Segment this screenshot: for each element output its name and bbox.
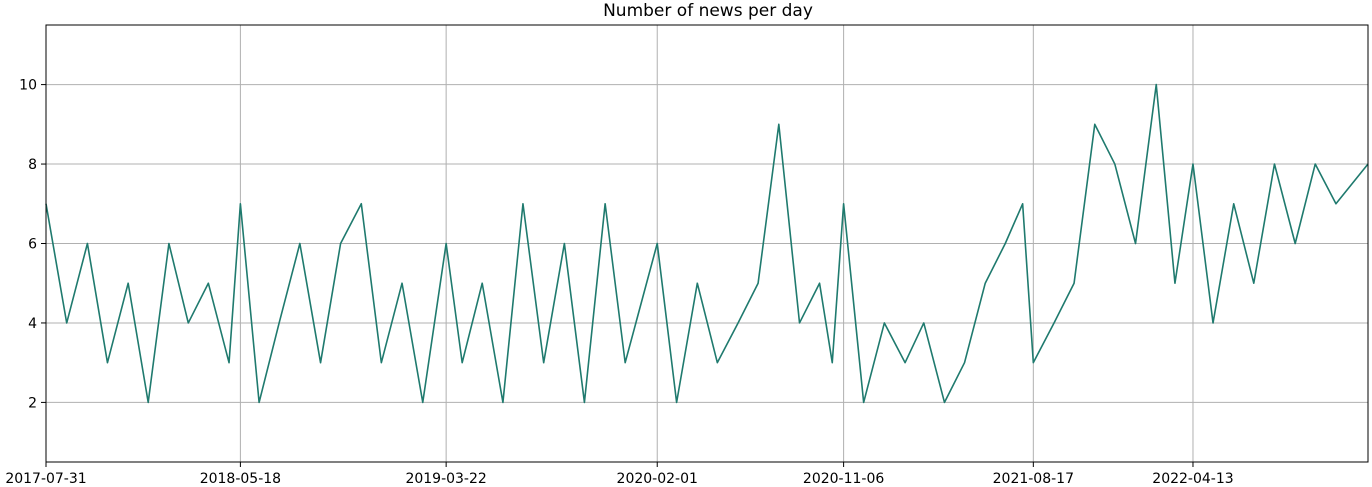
axes: 2017-07-31 2018-05-18 2019-03-22 2020-02-01… [5,24,1369,487]
plot-frame [45,24,1369,463]
y-tick-label: 4 [28,316,37,332]
x-tick-label: 2018-05-18 [200,471,281,487]
chart-title: Number of news per day [603,1,813,21]
x-tick-label: 2019-03-22 [405,471,486,487]
x-tick-label: 2021-08-17 [993,471,1074,487]
y-tick-label: 10 [19,78,37,94]
y-tick-label: 6 [28,237,37,253]
series-layer [45,83,1369,404]
series-line [45,83,1369,404]
y-tick-label: 2 [28,395,37,411]
y-tick-label: 8 [28,157,37,173]
x-tick-label: 2017-07-31 [5,471,86,487]
x-tick-label: 2020-11-06 [803,471,884,487]
x-tick-label: 2022-04-13 [1152,471,1233,487]
x-tick-label: 2020-02-01 [617,471,698,487]
